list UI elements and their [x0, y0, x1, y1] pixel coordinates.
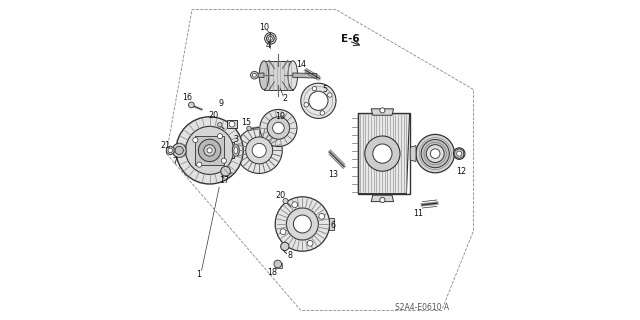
Circle shape	[252, 73, 256, 77]
Circle shape	[273, 122, 284, 134]
Circle shape	[260, 109, 297, 147]
Circle shape	[280, 242, 289, 251]
Circle shape	[252, 143, 266, 157]
Circle shape	[172, 143, 186, 157]
Ellipse shape	[259, 61, 269, 90]
Circle shape	[421, 140, 449, 168]
Text: 7: 7	[173, 157, 178, 166]
Circle shape	[287, 208, 319, 240]
Text: 6: 6	[330, 221, 335, 230]
Circle shape	[246, 137, 273, 164]
Circle shape	[250, 71, 258, 79]
Polygon shape	[455, 148, 463, 159]
Text: 9: 9	[218, 99, 223, 108]
Text: 2: 2	[282, 94, 287, 103]
Circle shape	[274, 260, 282, 268]
Circle shape	[236, 127, 282, 173]
Circle shape	[457, 151, 462, 156]
Bar	[223, 142, 234, 158]
Circle shape	[247, 126, 252, 131]
Text: 13: 13	[328, 170, 338, 179]
Text: 3: 3	[233, 135, 238, 144]
Text: 14: 14	[296, 60, 307, 68]
Text: 21: 21	[161, 141, 171, 150]
Circle shape	[292, 202, 298, 208]
Text: 10: 10	[259, 23, 269, 32]
Polygon shape	[371, 195, 394, 202]
Text: 4: 4	[266, 41, 271, 50]
Circle shape	[293, 215, 311, 233]
Text: 8: 8	[287, 252, 292, 260]
Circle shape	[221, 166, 230, 176]
Circle shape	[308, 91, 328, 110]
Text: 15: 15	[241, 118, 251, 127]
Circle shape	[301, 83, 336, 118]
Polygon shape	[264, 61, 292, 90]
Circle shape	[176, 117, 243, 184]
Circle shape	[416, 134, 454, 173]
Circle shape	[328, 93, 332, 97]
Circle shape	[307, 240, 313, 246]
Circle shape	[265, 33, 276, 44]
Circle shape	[454, 148, 465, 159]
Polygon shape	[251, 73, 264, 77]
Circle shape	[221, 158, 227, 163]
Text: 20: 20	[275, 191, 285, 200]
Polygon shape	[329, 218, 334, 230]
Text: 1: 1	[196, 270, 202, 279]
Circle shape	[207, 148, 212, 153]
Text: 16: 16	[182, 93, 192, 102]
Circle shape	[320, 111, 324, 115]
Bar	[275, 263, 282, 268]
Circle shape	[189, 102, 195, 108]
Circle shape	[380, 108, 385, 113]
Ellipse shape	[232, 144, 239, 156]
Circle shape	[196, 162, 202, 167]
Polygon shape	[292, 73, 317, 78]
Ellipse shape	[234, 147, 238, 154]
Circle shape	[319, 213, 324, 219]
Circle shape	[186, 126, 234, 174]
Circle shape	[312, 86, 317, 91]
Circle shape	[268, 117, 289, 139]
Circle shape	[269, 36, 273, 40]
Circle shape	[266, 35, 274, 42]
Circle shape	[193, 138, 198, 143]
Text: S2A4-E0610 A: S2A4-E0610 A	[396, 303, 449, 312]
Polygon shape	[371, 109, 394, 115]
Circle shape	[218, 134, 223, 139]
Polygon shape	[410, 146, 416, 162]
Circle shape	[372, 144, 392, 163]
Text: 11: 11	[413, 209, 424, 218]
Circle shape	[168, 148, 173, 153]
Circle shape	[175, 146, 184, 155]
Circle shape	[365, 136, 400, 171]
Text: 17: 17	[219, 176, 229, 185]
Text: 19: 19	[275, 112, 285, 121]
Circle shape	[380, 197, 385, 203]
Bar	[195, 136, 224, 165]
Circle shape	[275, 197, 330, 251]
Bar	[358, 113, 410, 194]
Circle shape	[204, 145, 215, 156]
Polygon shape	[358, 114, 410, 194]
Text: 5: 5	[323, 85, 328, 94]
Circle shape	[198, 139, 221, 162]
Circle shape	[426, 145, 444, 163]
Polygon shape	[227, 120, 237, 128]
Text: 12: 12	[456, 167, 466, 176]
Polygon shape	[166, 146, 174, 155]
Text: E-6: E-6	[341, 34, 360, 44]
Circle shape	[280, 229, 286, 235]
Circle shape	[430, 149, 440, 158]
Text: 18: 18	[268, 268, 278, 277]
Circle shape	[218, 123, 222, 127]
Circle shape	[304, 102, 308, 107]
Circle shape	[229, 121, 235, 127]
Circle shape	[283, 198, 288, 204]
Text: 20: 20	[209, 111, 219, 120]
Ellipse shape	[288, 61, 298, 90]
